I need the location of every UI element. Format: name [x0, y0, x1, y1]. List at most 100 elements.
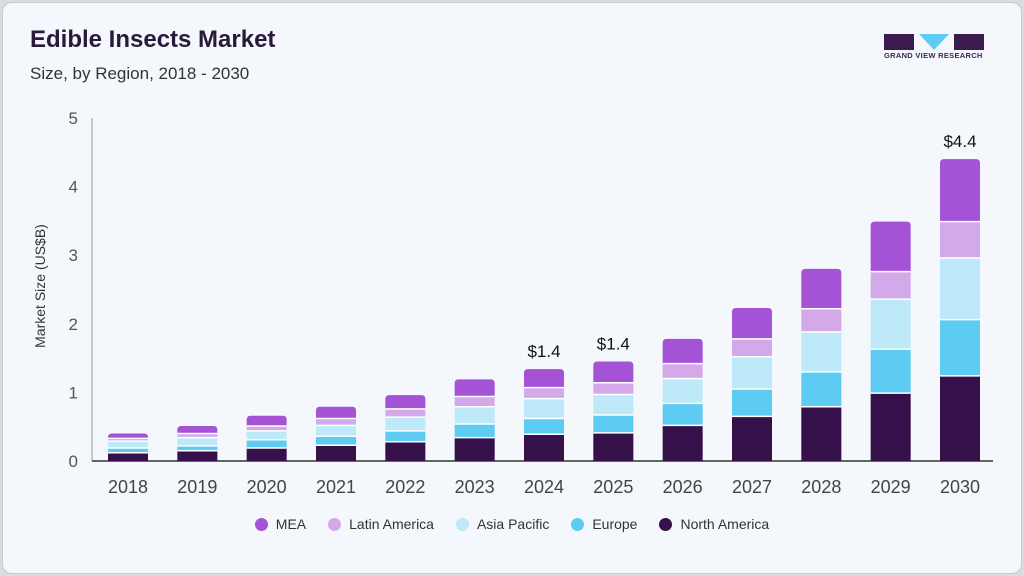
chart-title: Edible Insects Market — [30, 26, 276, 53]
y-axis-label: Market Size (US$B) — [32, 224, 48, 348]
bar-segment-asia-pacific — [454, 406, 495, 424]
bar-segment-latin-america — [593, 382, 634, 395]
bar-segment-europe — [385, 430, 426, 442]
bar-segment-europe — [108, 447, 148, 453]
bar-segment-mea — [801, 268, 842, 309]
bar-segment-north-america — [246, 447, 287, 461]
bar-segment-north-america — [870, 393, 911, 461]
legend-item[interactable]: North America — [659, 516, 769, 532]
bar-segment-asia-pacific — [870, 299, 911, 350]
x-tick-label: 2024 — [524, 477, 564, 497]
bar-segment-europe — [940, 319, 980, 376]
bar-segment-europe — [662, 403, 703, 426]
bar-segment-mea — [662, 338, 703, 364]
legend-label: Latin America — [349, 516, 434, 532]
bar-segment-latin-america — [732, 338, 772, 357]
y-tick-label: 4 — [69, 178, 78, 197]
y-tick-label: 5 — [69, 109, 78, 128]
bar-segment-europe — [801, 371, 842, 407]
y-tick-label: 0 — [69, 452, 78, 471]
bar-segment-north-america — [801, 406, 842, 461]
bar-segment-europe — [454, 423, 495, 438]
bar-segment-north-america — [316, 445, 356, 461]
x-tick-label: 2019 — [177, 477, 217, 497]
x-tick-label: 2021 — [316, 477, 356, 497]
x-tick-label: 2028 — [801, 477, 841, 497]
y-tick-label: 3 — [69, 246, 78, 265]
bar-segment-north-america — [385, 441, 426, 461]
bar-segment-asia-pacific — [177, 437, 218, 446]
bar-segment-asia-pacific — [662, 378, 703, 404]
legend-label: Asia Pacific — [476, 516, 550, 532]
x-tick-label: 2025 — [593, 477, 633, 497]
bar-segment-north-america — [662, 425, 703, 461]
bar-segment-asia-pacific — [593, 394, 634, 416]
grand-view-research-logo — [884, 34, 984, 50]
bar-segment-north-america — [454, 437, 495, 461]
bar-segment-latin-america — [454, 396, 495, 407]
bar-segment-latin-america — [524, 387, 564, 399]
y-tick-label: 2 — [69, 315, 78, 334]
bar-segment-north-america — [524, 434, 564, 461]
bar-segment-latin-america — [870, 271, 911, 300]
bar-segment-latin-america — [385, 408, 426, 418]
bar-segment-latin-america — [801, 308, 842, 333]
bar-segment-mea — [454, 379, 495, 397]
legend-item[interactable]: MEA — [254, 516, 307, 532]
bar-segment-latin-america — [940, 221, 980, 258]
bar-segment-north-america — [593, 432, 634, 461]
bar-segment-europe — [593, 415, 634, 433]
bar-segment-mea — [524, 369, 564, 388]
bar-segment-mea — [316, 406, 356, 419]
bar-segment-mea — [940, 159, 980, 222]
bar-segment-latin-america — [662, 363, 703, 379]
x-tick-label: 2027 — [732, 477, 772, 497]
bar-segment-asia-pacific — [108, 441, 148, 448]
bar-segment-latin-america — [108, 438, 148, 442]
x-tick-label: 2029 — [871, 477, 911, 497]
legend-item[interactable]: Latin America — [328, 516, 434, 532]
bar-segment-mea — [732, 308, 772, 339]
legend-label: North America — [680, 516, 770, 532]
bar-segment-europe — [177, 445, 218, 451]
legend-swatch — [455, 517, 469, 531]
chart-subtitle: Size, by Region, 2018 - 2030 — [30, 64, 250, 83]
bar-segment-europe — [732, 388, 772, 417]
x-tick-label: 2023 — [455, 477, 495, 497]
bar-segment-mea — [177, 426, 218, 434]
legend-label: Europe — [592, 516, 638, 532]
bar-segment-mea — [246, 415, 287, 427]
x-tick-label: 2020 — [247, 477, 287, 497]
legend-swatch — [328, 517, 342, 531]
bar-segment-mea — [385, 395, 426, 409]
x-tick-label: 2018 — [108, 477, 148, 497]
legend-item[interactable]: Asia Pacific — [455, 516, 550, 532]
bar-segment-europe — [316, 436, 356, 446]
legend-item[interactable]: Europe — [571, 516, 637, 532]
total-label: $1.4 — [527, 342, 560, 361]
legend-swatch — [659, 517, 673, 531]
x-tick-label: 2026 — [663, 477, 703, 497]
bar-segment-mea — [108, 433, 148, 439]
bar-segment-mea — [870, 221, 911, 272]
legend-label: MEA — [275, 516, 307, 532]
logo-text: GRAND VIEW RESEARCH — [884, 51, 983, 60]
y-tick-label: 1 — [69, 383, 78, 402]
x-tick-label: 2022 — [385, 477, 425, 497]
legend-swatch — [254, 517, 268, 531]
total-label: $4.4 — [943, 132, 976, 151]
bar-segment-latin-america — [177, 433, 218, 438]
bar-segment-north-america — [108, 452, 148, 461]
bar-segment-europe — [870, 349, 911, 394]
bar-segment-latin-america — [316, 418, 356, 426]
bar-segment-asia-pacific — [316, 425, 356, 437]
bar-segment-north-america — [940, 375, 980, 461]
bar-segment-north-america — [732, 416, 772, 461]
legend-swatch — [571, 517, 585, 531]
bar-segment-europe — [524, 418, 564, 435]
bar-segment-mea — [593, 361, 634, 383]
bar-segment-asia-pacific — [524, 398, 564, 419]
bar-segment-asia-pacific — [940, 257, 980, 320]
